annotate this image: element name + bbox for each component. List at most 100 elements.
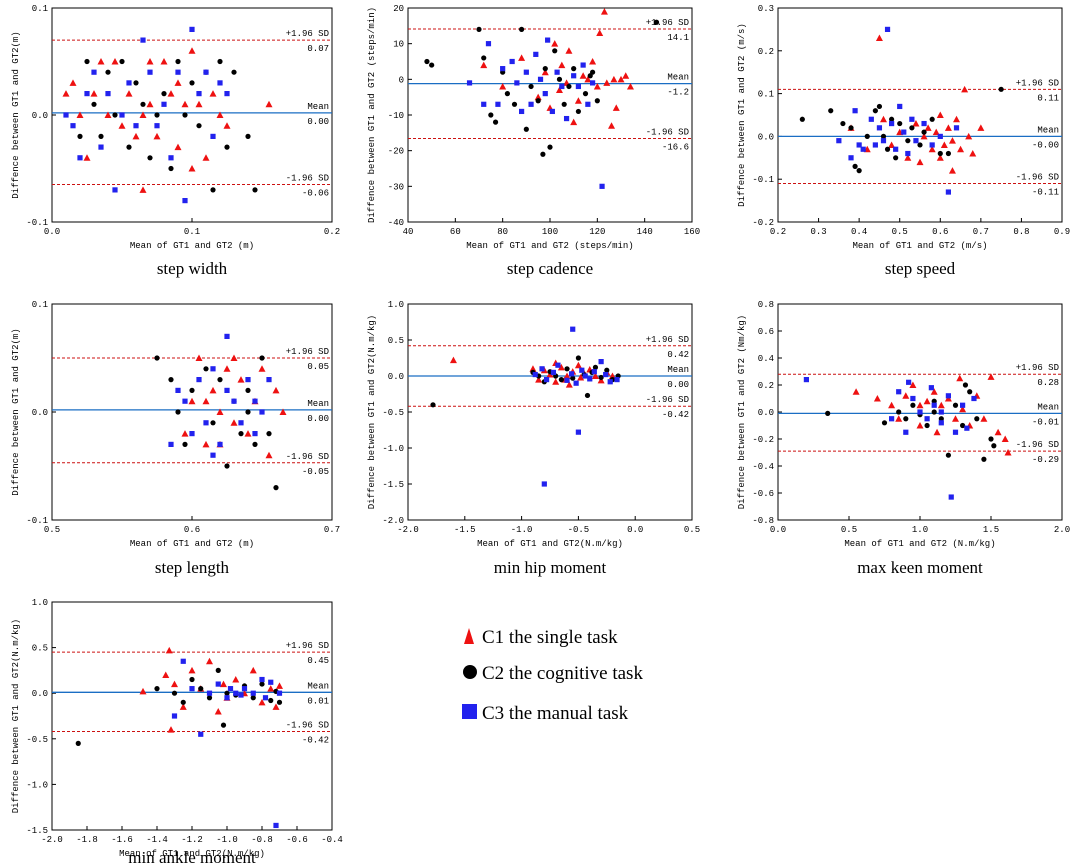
c1-data-point: [574, 361, 582, 369]
c3-data-point: [906, 379, 912, 385]
y-tick-label: -0.2: [752, 435, 774, 445]
c1-data-point: [179, 703, 187, 710]
c2-data-point: [884, 146, 891, 152]
panel-title: step speed: [885, 259, 956, 278]
c3-data-point: [952, 429, 959, 435]
c2-data-point: [140, 101, 146, 107]
c1-data-point: [933, 428, 941, 436]
upper-loa-value: 0.05: [307, 362, 329, 372]
x-tick-label: 0.2: [324, 227, 340, 237]
c1-data-point: [90, 90, 98, 97]
c1-data-point: [608, 372, 616, 379]
c2-data-point: [552, 48, 558, 54]
y-tick-label: 0.0: [388, 372, 404, 382]
panel-title: min hip moment: [494, 558, 607, 577]
legend-c2-circle-marker: [463, 665, 477, 679]
c3-data-point: [268, 679, 274, 685]
c3-data-point: [563, 115, 570, 122]
c3-data-point: [481, 101, 487, 107]
c2-data-point: [481, 55, 487, 61]
c2-data-point: [931, 398, 937, 404]
c3-data-point: [182, 398, 188, 404]
c2-data-point: [112, 112, 118, 118]
c2-data-point: [571, 66, 577, 72]
c1-data-point: [206, 657, 213, 665]
mean-value: -1.2: [667, 88, 689, 98]
c2-data-point: [252, 441, 258, 447]
c1-data-point: [230, 354, 238, 361]
upper-loa-label: +1.96 SD: [646, 18, 689, 28]
y-tick-label: -0.8: [752, 516, 774, 526]
c3-data-point: [953, 125, 960, 131]
c1-data-point: [600, 8, 608, 15]
legend-c2-label: C2 the cognitive task: [482, 663, 643, 684]
upper-loa-label: +1.96 SD: [1016, 363, 1059, 373]
c1-data-point: [574, 97, 582, 104]
y-tick-label: -0.5: [26, 735, 48, 745]
c2-data-point: [161, 91, 167, 97]
c3-data-point: [175, 69, 181, 75]
c2-data-point: [488, 112, 494, 118]
c1-data-point: [132, 132, 140, 140]
c3-data-point: [889, 416, 895, 422]
c2-data-point: [220, 722, 227, 728]
c1-data-point: [541, 68, 549, 76]
c1-data-point: [216, 111, 224, 118]
c3-data-point: [568, 371, 575, 377]
c2-data-point: [430, 402, 436, 408]
c2-data-point: [903, 416, 909, 422]
c3-data-point: [245, 377, 251, 383]
x-tick-label: -0.8: [251, 835, 273, 845]
x-tick-label: 140: [637, 227, 653, 237]
c1-data-point: [916, 422, 924, 429]
c3-data-point: [585, 101, 591, 107]
c2-data-point: [523, 126, 529, 132]
c2-data-point: [905, 138, 911, 144]
c1-data-point: [965, 132, 973, 140]
c2-data-point: [924, 422, 930, 429]
x-axis-label: Mean of GT1 and GT2 (N.m/kg): [844, 539, 995, 549]
y-tick-label: -0.2: [752, 218, 774, 228]
c3-data-point: [852, 108, 858, 114]
c1-data-point: [69, 79, 77, 86]
c2-data-point: [424, 58, 430, 65]
x-axis-label: Mean of GT1 and GT2 (m): [130, 241, 254, 251]
panel-title: step length: [155, 558, 230, 577]
c3-data-point: [884, 26, 891, 32]
c1-data-point: [232, 676, 240, 683]
c1-data-point: [139, 111, 147, 118]
c3-data-point: [509, 58, 515, 65]
x-tick-label: -1.2: [181, 835, 203, 845]
c3-data-point: [545, 37, 551, 43]
c2-data-point: [547, 144, 553, 150]
x-tick-label: 60: [450, 227, 461, 237]
c1-data-point: [279, 408, 287, 415]
y-tick-label: 0.0: [32, 689, 48, 699]
c1-data-point: [272, 386, 280, 394]
c1-data-point: [953, 115, 961, 123]
c1-data-point: [237, 376, 245, 383]
c2-data-point: [937, 150, 943, 157]
c1-data-point: [924, 124, 932, 131]
c1-data-point: [895, 415, 903, 422]
c1-data-point: [216, 408, 224, 415]
plot-frame: [51, 303, 333, 521]
c3-data-point: [580, 62, 586, 68]
c2-data-point: [266, 431, 272, 437]
y-tick-label: 20: [393, 4, 404, 14]
c2-data-point: [133, 80, 139, 86]
x-tick-label: -1.0: [511, 525, 533, 535]
c3-data-point: [964, 425, 970, 431]
c1-data-point: [265, 451, 273, 459]
c3-data-point: [905, 150, 911, 157]
c1-data-point: [920, 132, 928, 140]
c2-data-point: [598, 374, 604, 381]
c2-data-point: [259, 681, 265, 687]
x-axis-label: Mean of GT1 and GT2 (m): [130, 539, 254, 549]
c2-data-point: [203, 366, 209, 372]
c3-data-point: [189, 431, 195, 437]
x-tick-label: -0.5: [568, 525, 590, 535]
c2-data-point: [250, 695, 256, 701]
c3-data-point: [938, 420, 944, 426]
c2-data-point: [584, 392, 591, 399]
